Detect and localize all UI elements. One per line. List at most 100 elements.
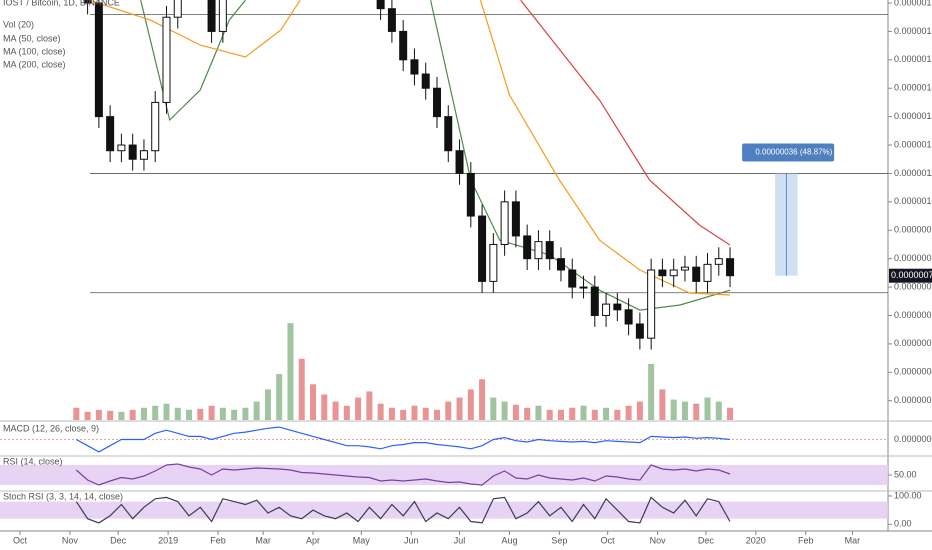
candle-body: [376, 0, 385, 10]
y-tick-label: 0.00000120: [894, 139, 932, 149]
candle-body: [602, 303, 611, 316]
y-tick-label: 0.00000140: [894, 83, 932, 93]
volume-bar: [276, 374, 283, 420]
candle-body: [635, 323, 644, 339]
volume-bar: [411, 405, 418, 420]
volume-bar: [614, 409, 621, 420]
volume-bar: [670, 399, 677, 420]
y-tick-label: 0.00000090: [894, 225, 932, 235]
volume-bar: [242, 407, 249, 420]
candle-body: [128, 144, 137, 160]
candle-body: [590, 286, 599, 316]
volume-bar: [512, 404, 519, 420]
x-tick-label: 2020: [746, 535, 766, 545]
candle-body: [669, 269, 678, 277]
volume-bar: [310, 384, 317, 420]
candle-body: [173, 0, 182, 18]
candle-body: [162, 16, 171, 103]
volume-bar: [73, 407, 80, 420]
volume-bar: [174, 407, 181, 420]
volume-bar: [445, 401, 452, 420]
volume-bar: [524, 407, 531, 420]
indicator-name: MACD (12, 26, close, 9): [3, 423, 99, 433]
y-tick-label: 0.00000110: [894, 168, 932, 178]
x-tick-label: Feb: [798, 535, 814, 545]
x-tick-label: Nov: [62, 535, 79, 545]
candle-body: [523, 235, 532, 260]
candle-body: [714, 258, 723, 265]
x-tick-label: Apr: [306, 535, 320, 545]
volume-bar: [129, 409, 136, 420]
y-tick-label: 0.00000160: [894, 26, 932, 36]
volume-bar: [501, 401, 508, 420]
volume-bar: [118, 411, 125, 420]
x-tick-label: May: [353, 535, 371, 545]
volume-bar: [95, 409, 102, 420]
moving-average: [89, 0, 731, 296]
x-tick-label: Mar: [255, 535, 271, 545]
moving-average: [520, 0, 731, 246]
volume-bar: [433, 409, 440, 420]
volume-bar: [456, 397, 463, 420]
x-tick-label: Sep: [551, 535, 567, 545]
volume-bar: [197, 408, 204, 420]
x-tick-label: Dec: [698, 535, 715, 545]
volume-bar: [535, 405, 542, 420]
volume-bar: [231, 409, 238, 420]
legend-entry: MA (100, close): [3, 46, 66, 56]
volume-bar: [208, 405, 215, 420]
candle-body: [545, 241, 554, 260]
volume-bar: [569, 407, 576, 420]
indicator-tick-label: 100.00: [894, 490, 922, 500]
volume-bar: [479, 379, 486, 420]
last-price-box: [889, 268, 932, 283]
candle-body: [624, 309, 633, 325]
volume-bar: [636, 401, 643, 420]
x-tick-label: Oct: [13, 535, 28, 545]
candle-body: [692, 266, 701, 282]
x-tick-label: Oct: [601, 535, 616, 545]
x-tick-label: Feb: [210, 535, 226, 545]
volume-bar: [648, 363, 655, 420]
candle-body: [703, 263, 712, 282]
candle-body: [579, 286, 588, 289]
x-tick-label: Mar: [845, 535, 861, 545]
volume-bar: [727, 407, 734, 420]
candle-body: [568, 269, 577, 288]
candle-body: [432, 87, 441, 118]
x-tick-label: 2019: [158, 535, 178, 545]
volume-bar: [467, 389, 474, 420]
volume-bar: [704, 397, 711, 420]
volume-bar: [681, 401, 688, 420]
x-tick-label: Dec: [110, 535, 127, 545]
candle-body: [151, 101, 160, 152]
candle-body: [117, 144, 126, 152]
measure-label-box: [742, 143, 835, 162]
volume-bar: [355, 397, 362, 420]
y-tick-label: 0.00000060: [894, 310, 932, 320]
candle-body: [83, 0, 92, 4]
measure-label: 0.00000036 (48.87%) 36: [755, 148, 844, 157]
x-tick-label: Jul: [454, 535, 466, 545]
volume-bar: [253, 401, 260, 420]
volume-bar: [557, 409, 564, 420]
indicator-tick-label: 50.00: [894, 469, 917, 479]
candle-body: [680, 266, 689, 271]
candle-body: [399, 30, 408, 61]
volume-bar: [659, 389, 666, 420]
indicator-name: RSI (14, close): [3, 456, 63, 466]
candle-body: [410, 59, 419, 75]
volume-bar: [603, 407, 610, 420]
y-tick-label: 0.00000130: [894, 111, 932, 121]
volume-bar: [107, 410, 114, 420]
y-tick-label: 0.00000150: [894, 54, 932, 64]
x-tick-label: Nov: [650, 535, 667, 545]
legend-entry: MA (50, close): [3, 33, 61, 43]
indicator-band: [0, 501, 888, 519]
volume-bar: [140, 407, 147, 420]
volume-bar: [332, 401, 339, 420]
volume-bar: [591, 409, 598, 420]
candle-body: [556, 258, 565, 271]
candle-body: [139, 150, 148, 160]
volume-bar: [693, 403, 700, 420]
